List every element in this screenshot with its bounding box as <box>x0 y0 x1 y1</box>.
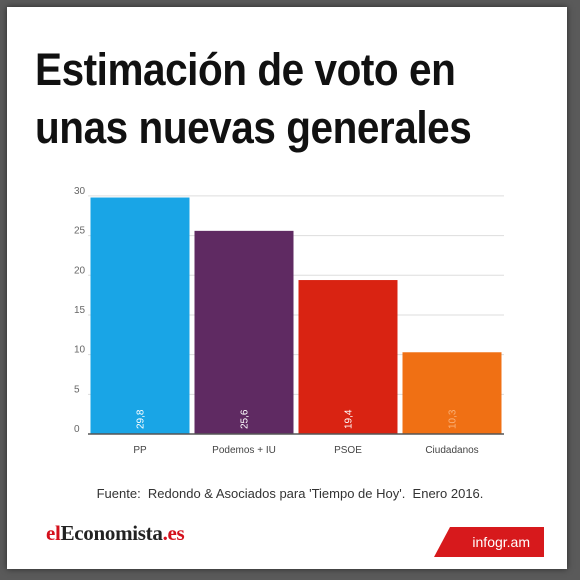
source-note: Fuente: Redondo & Asociados para 'Tiempo… <box>96 486 484 501</box>
y-tick-label: 0 <box>74 424 80 435</box>
eleconomista-logo[interactable]: elEconomista.es <box>46 521 185 546</box>
y-tick-label: 5 <box>74 384 80 395</box>
bar-labels: 29,8 PP 25,6 Podemos + IU 19,4 PSOE 10,3 Ciudad… <box>133 409 478 456</box>
y-tick-label: 25 <box>74 226 86 237</box>
category-label: PSOE <box>334 445 362 456</box>
bars <box>90 197 502 434</box>
bar-1[interactable] <box>194 230 294 434</box>
category-label: Ciudadanos <box>425 445 478 456</box>
bar-2[interactable] <box>298 280 398 434</box>
chart-title: Estimación de voto en unas nuevas genera… <box>35 44 472 153</box>
bar-value-label: 29,8 <box>136 409 147 429</box>
badge-fold <box>434 527 450 557</box>
bar-value-label: 25,6 <box>240 409 251 429</box>
y-tick-label: 10 <box>74 345 86 356</box>
infogram-badge[interactable]: infogr.am <box>434 527 544 557</box>
bar-0[interactable] <box>90 197 190 434</box>
y-tick-label: 15 <box>74 305 86 316</box>
logo-part-economista: Economista <box>60 521 163 545</box>
logo-part-es: .es <box>162 521 185 545</box>
y-axis-ticks: 0 5 10 15 20 25 30 <box>74 186 86 435</box>
bar-3[interactable] <box>402 352 502 434</box>
y-tick-label: 30 <box>74 186 86 197</box>
bar-value-label: 19,4 <box>344 409 355 429</box>
bar-value-label: 10,3 <box>448 409 459 429</box>
y-tick-label: 20 <box>74 265 86 276</box>
logo-part-el: el <box>46 521 61 545</box>
category-label: Podemos + IU <box>212 445 276 456</box>
infogram-label: infogr.am <box>472 534 530 550</box>
category-label: PP <box>133 445 147 456</box>
